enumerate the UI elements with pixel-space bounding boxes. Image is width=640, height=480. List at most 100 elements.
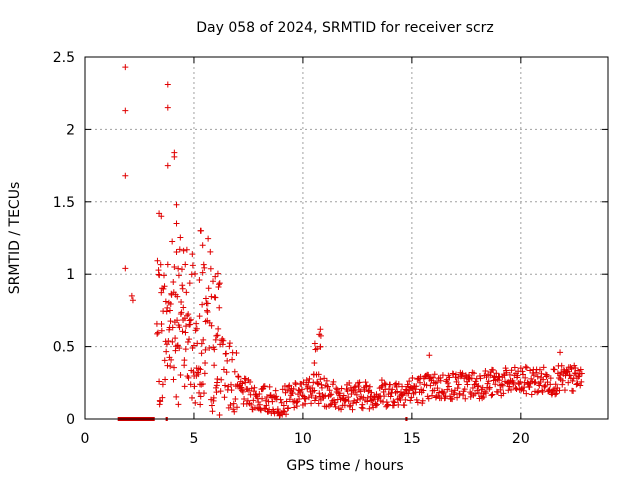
data-point (199, 269, 206, 276)
data-point (172, 335, 179, 342)
data-point (162, 376, 169, 383)
data-point (158, 327, 165, 334)
data-point (536, 366, 543, 373)
data-point (557, 372, 564, 379)
data-point (285, 404, 292, 411)
data-point (475, 382, 482, 389)
data-point (129, 297, 136, 304)
data-point (223, 369, 230, 376)
data-point (446, 374, 453, 381)
data-point (449, 396, 456, 403)
data-point (412, 386, 419, 393)
data-point (460, 392, 467, 399)
data-point (553, 387, 560, 394)
data-point (193, 325, 200, 332)
data-point (366, 383, 373, 390)
data-point (218, 376, 225, 383)
data-point (330, 378, 337, 385)
data-point (252, 391, 259, 398)
data-point (444, 379, 451, 386)
data-point (122, 64, 129, 71)
data-point (359, 401, 366, 408)
data-point (384, 402, 391, 409)
data-point (161, 283, 168, 290)
data-point (575, 367, 582, 374)
data-point (564, 368, 571, 375)
data-point (179, 285, 186, 292)
data-point (220, 366, 227, 373)
data-point (221, 394, 228, 401)
data-point (205, 235, 212, 242)
data-point (556, 387, 563, 394)
data-point (534, 389, 541, 396)
data-point (346, 380, 353, 387)
data-point (520, 371, 527, 378)
data-point (490, 366, 497, 373)
data-point (394, 388, 401, 395)
data-point (332, 403, 339, 410)
data-point (378, 384, 385, 391)
data-point (511, 364, 518, 371)
data-point (183, 289, 190, 296)
data-point (450, 391, 457, 398)
data-point (293, 403, 300, 410)
data-point (187, 316, 194, 323)
data-point (209, 408, 216, 415)
data-point (164, 304, 171, 311)
data-point (372, 402, 379, 409)
data-point (167, 301, 174, 308)
data-point (201, 264, 208, 271)
data-point (357, 388, 364, 395)
data-point (475, 390, 482, 397)
data-point (517, 365, 524, 372)
data-point (420, 387, 427, 394)
data-point (176, 324, 183, 331)
data-point (338, 406, 345, 413)
data-point (128, 292, 135, 299)
axis-ticks (84, 56, 608, 420)
data-point (326, 387, 333, 394)
data-point (500, 390, 507, 397)
data-point (239, 388, 246, 395)
data-point (486, 384, 493, 391)
data-point (226, 343, 233, 350)
data-point (528, 391, 535, 398)
data-point (186, 336, 193, 343)
data-point (200, 336, 207, 343)
data-point (578, 370, 585, 377)
data-point (164, 81, 171, 88)
data-point (189, 251, 196, 258)
data-point (197, 366, 204, 373)
x-tick-label: 5 (189, 431, 198, 447)
data-point (176, 246, 183, 253)
data-point (485, 378, 492, 385)
data-point (169, 324, 176, 331)
data-point (427, 382, 434, 389)
data-point (312, 394, 319, 401)
data-point (159, 394, 166, 401)
data-point (413, 396, 420, 403)
data-point (482, 390, 489, 397)
data-point (210, 278, 217, 285)
data-point (368, 389, 375, 396)
data-point (472, 390, 479, 397)
data-point (340, 392, 347, 399)
data-point (431, 371, 438, 378)
data-point (229, 356, 236, 363)
data-point (164, 261, 171, 268)
data-point (178, 299, 185, 306)
data-point (399, 383, 406, 390)
data-point (466, 372, 473, 379)
data-point (419, 397, 426, 404)
data-point (444, 386, 451, 393)
data-point (311, 340, 318, 347)
data-point (189, 262, 196, 269)
data-point (406, 378, 413, 385)
data-point (181, 383, 188, 390)
data-point (327, 401, 334, 408)
data-point (461, 386, 468, 393)
y-tick-label: 0 (66, 412, 75, 428)
data-point (198, 227, 205, 234)
data-point (492, 381, 499, 388)
data-point (257, 406, 264, 413)
